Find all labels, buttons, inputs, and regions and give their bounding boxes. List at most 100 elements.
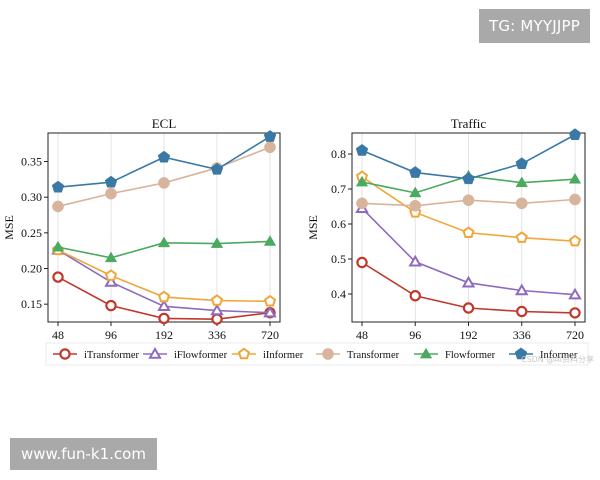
legend-label: iTransformer xyxy=(84,350,140,361)
telegram-watermark: TG: MYYJJPP xyxy=(478,9,590,43)
data-point xyxy=(568,128,582,141)
legend-label: Informer xyxy=(540,350,578,361)
x-tick-label: 720 xyxy=(261,328,279,342)
data-point xyxy=(158,312,170,325)
data-point xyxy=(157,290,171,303)
data-point xyxy=(263,130,277,142)
data-point xyxy=(104,175,118,188)
y-tick-label: 0.15 xyxy=(21,297,42,311)
data-point xyxy=(52,200,64,213)
legend-item-flowformer: Flowformer xyxy=(414,347,496,361)
data-point xyxy=(462,194,475,207)
data-point xyxy=(516,305,528,318)
legend-label: iInformer xyxy=(263,350,304,361)
y-tick-label: 0.25 xyxy=(21,226,42,240)
legend-label: iFlowformer xyxy=(174,350,228,361)
data-point xyxy=(515,231,528,243)
legend-marker xyxy=(237,347,251,360)
data-point xyxy=(210,162,224,175)
data-point xyxy=(568,234,582,247)
data-point xyxy=(515,157,528,170)
y-tick-label: 0.8 xyxy=(331,147,346,161)
data-point xyxy=(211,313,223,325)
data-point xyxy=(515,176,528,188)
data-point xyxy=(356,197,368,210)
series-flowformer xyxy=(51,235,277,263)
data-point xyxy=(157,236,171,248)
data-point xyxy=(263,305,277,318)
data-point xyxy=(461,275,476,288)
y-axis-label: MSE xyxy=(306,215,320,240)
legend-item-iinformer: iInformer xyxy=(232,347,304,361)
data-point xyxy=(569,307,581,319)
x-tick-label: 96 xyxy=(409,328,421,342)
data-point xyxy=(462,172,475,185)
data-point xyxy=(462,226,475,238)
series-informer xyxy=(51,130,277,193)
legend-marker xyxy=(419,347,433,359)
data-point xyxy=(51,180,65,193)
data-point xyxy=(104,275,118,287)
data-point xyxy=(210,303,224,316)
chart-panel-ecl: ECL 0.15 0.20 0.25 0.30 0.35 48 96 192 336 720 MSE xyxy=(2,116,281,342)
y-tick-label: 0.7 xyxy=(331,182,346,196)
csdn-watermark: CSDN @Ai资料分享 xyxy=(520,355,594,364)
chart-title: Traffic xyxy=(451,116,487,131)
legend-marker xyxy=(322,348,334,360)
data-point xyxy=(409,166,422,178)
legend-item-iflowformer: iFlowformer xyxy=(143,346,228,361)
chart-panel-traffic: Traffic 0.4 0.5 0.6 0.7 0.8 48 96 192 336 720 MSE xyxy=(306,116,586,342)
data-point xyxy=(515,197,528,210)
data-point xyxy=(568,287,582,300)
legend-label: Flowformer xyxy=(445,350,496,361)
legend-label: Transformer xyxy=(347,350,400,361)
y-tick-label: 0.6 xyxy=(331,217,346,231)
legend-item-itransformer: iTransformer xyxy=(53,348,140,361)
x-tick-label: 192 xyxy=(460,328,478,342)
legend-marker xyxy=(59,348,71,360)
data-point xyxy=(52,271,64,283)
data-point xyxy=(264,141,276,154)
x-tick-label: 48 xyxy=(52,328,64,342)
y-tick-label: 0.5 xyxy=(331,252,346,266)
data-point xyxy=(568,172,582,184)
data-point xyxy=(157,150,171,163)
data-point xyxy=(409,290,421,302)
data-point xyxy=(355,143,369,156)
data-point xyxy=(210,294,224,306)
legend: iTransformer iFlowformer iInformer Transfor… xyxy=(45,342,589,366)
data-point xyxy=(409,186,422,198)
x-tick-label: 336 xyxy=(513,328,531,342)
y-tick-label: 0.35 xyxy=(21,155,42,169)
series-itransformer xyxy=(356,256,581,319)
data-point xyxy=(51,240,65,252)
y-tick-label: 0.4 xyxy=(331,287,346,301)
data-point xyxy=(104,269,118,281)
chart-title: ECL xyxy=(152,116,177,131)
legend-marker xyxy=(514,347,528,360)
data-point xyxy=(355,175,369,187)
x-tick-label: 192 xyxy=(155,328,173,342)
legend-item-informer: Informer xyxy=(509,347,578,361)
data-point xyxy=(356,256,368,269)
y-tick-label: 0.30 xyxy=(21,190,42,204)
legend-marker xyxy=(148,346,162,359)
legend-item-transformer: Transformer xyxy=(316,348,400,361)
data-point xyxy=(157,299,171,312)
y-tick-label: 0.20 xyxy=(21,262,42,276)
data-point xyxy=(514,283,529,296)
data-point xyxy=(569,193,581,206)
site-watermark: www.fun-k1.com xyxy=(10,438,157,470)
data-point xyxy=(408,254,423,267)
x-tick-label: 336 xyxy=(208,328,226,342)
data-point xyxy=(104,251,118,263)
data-point xyxy=(263,235,277,246)
data-point xyxy=(105,187,117,200)
data-point xyxy=(409,199,422,212)
x-tick-label: 96 xyxy=(105,328,117,342)
series-transformer xyxy=(356,193,581,212)
y-axis-label: MSE xyxy=(2,215,16,240)
data-point xyxy=(105,299,117,312)
x-tick-label: 48 xyxy=(356,328,368,342)
